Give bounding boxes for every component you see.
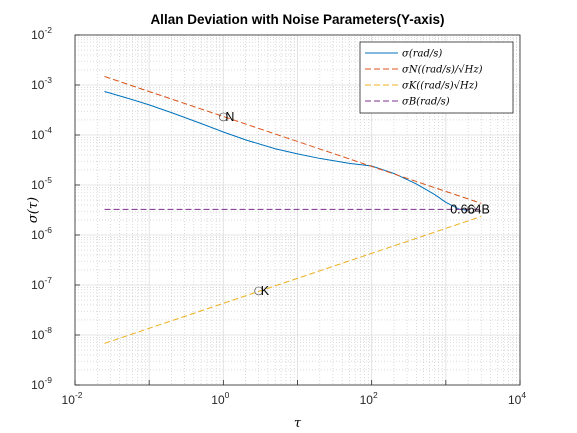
y-tick-labels: 10-9 10-8 10-7 10-6 10-5 10-4 10-3 10-2 (31, 25, 52, 392)
series-line-0 (104, 91, 469, 211)
annotation-marker (466, 205, 476, 214)
annotation-marker (254, 286, 264, 296)
y-tick-label: 10-8 (31, 325, 52, 342)
y-tick-label: 10-4 (31, 125, 52, 142)
y-tick-label: 10-7 (31, 275, 52, 292)
annotations: N K 0.664B (225, 110, 490, 298)
x-tick-label: 10-2 (62, 390, 83, 407)
legend-label: σN((rad/s)/√Hz) (402, 65, 483, 76)
series-line-1 (104, 76, 482, 204)
y-tick-label: 10-5 (31, 175, 52, 192)
series-layer (104, 76, 482, 344)
annotation-label: 0.664B (450, 202, 490, 216)
legend-label: σ(rad/s) (402, 49, 442, 60)
y-tick-label: 10-9 (31, 375, 52, 392)
tick-marks (74, 34, 521, 386)
y-tick-label: 10-6 (31, 225, 52, 242)
y-axis-label: σ(τ) (26, 197, 41, 223)
legend-label: σK((rad/s)√Hz) (402, 81, 478, 92)
legend-label: σB(rad/s) (402, 97, 450, 108)
x-tick-label: 102 (360, 390, 378, 407)
x-axis-label: τ (294, 416, 302, 431)
annotation-label: K (261, 284, 270, 298)
legend: σ(rad/s) σN((rad/s)/√Hz) σK((rad/s)√Hz) σB(… (359, 41, 514, 114)
series-line-2 (104, 215, 482, 344)
annotation-label: N (225, 110, 234, 124)
y-tick-label: 10-3 (31, 75, 52, 92)
x-tick-label: 100 (211, 390, 229, 407)
x-tick-label: 104 (508, 390, 526, 407)
annotation-marker (218, 112, 228, 122)
chart-title: Allan Deviation with Noise Parameters(Y-… (150, 12, 444, 27)
y-tick-label: 10-2 (31, 25, 52, 42)
annotation-markers (218, 112, 476, 296)
x-tick-labels: 10-2 100 102 104 (62, 390, 527, 407)
